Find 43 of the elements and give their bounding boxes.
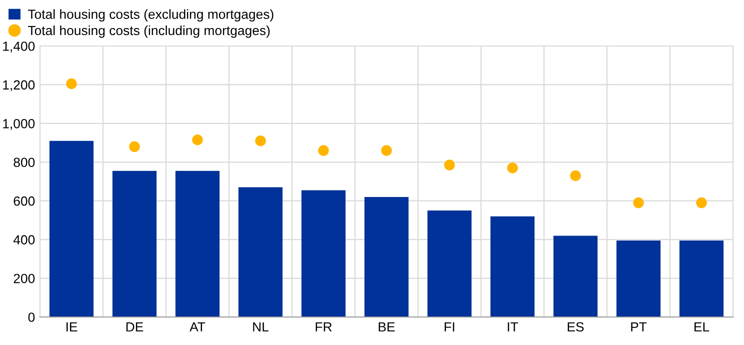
bar — [49, 140, 94, 317]
point — [696, 197, 707, 208]
legend-label: Total housing costs (excluding mortgages) — [28, 9, 274, 22]
x-tick-label: IE — [66, 322, 78, 332]
bar — [364, 196, 409, 317]
bar — [112, 170, 157, 317]
y-tick-label: 400 — [13, 235, 35, 244]
x-tick-label: EL — [694, 322, 710, 332]
x-tick-label: AT — [190, 322, 206, 332]
point — [507, 162, 518, 174]
bar — [238, 187, 283, 317]
point — [255, 135, 266, 146]
x-tick-label: DE — [126, 322, 144, 332]
point — [633, 197, 644, 208]
bar — [301, 190, 346, 317]
bar — [616, 240, 661, 317]
y-tick-label: 1,200 — [3, 80, 35, 92]
x-tick-label: IT — [508, 322, 518, 332]
x-tick-label: BE — [378, 322, 395, 332]
y-tick-label: 1,400 — [3, 42, 35, 52]
y-tick-label: 600 — [14, 196, 35, 206]
bar — [175, 170, 220, 317]
point — [192, 134, 203, 146]
y-tick-label: 0 — [28, 312, 35, 322]
bar — [490, 216, 535, 317]
y-tick-label: 800 — [14, 158, 35, 168]
point — [66, 78, 77, 90]
bar — [553, 236, 598, 317]
point — [318, 145, 329, 156]
point — [381, 145, 392, 156]
x-tick-label: FR — [316, 322, 332, 332]
legend-label: Total housing costs (including mortgages) — [28, 25, 270, 38]
y-tick-label: 200 — [14, 274, 35, 284]
x-tick-label: FI — [444, 322, 454, 332]
x-tick-label: PT — [631, 322, 647, 332]
bar — [679, 240, 724, 317]
x-tick-label: ES — [568, 322, 584, 332]
y-tick-label: 1,000 — [3, 118, 35, 130]
point — [129, 141, 140, 152]
x-tick-label: NL — [253, 322, 268, 332]
point — [444, 160, 455, 170]
point — [570, 170, 581, 182]
bar — [427, 210, 472, 317]
